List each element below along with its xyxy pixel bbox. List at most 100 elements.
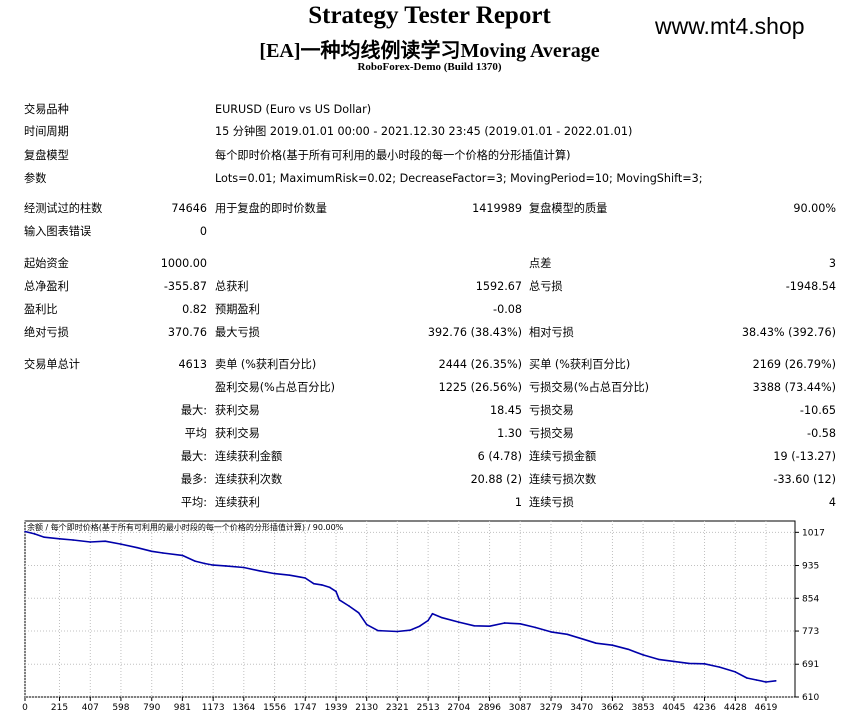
avg-win-label: 获利交易 (215, 427, 260, 440)
long-trades-value: 2169 (26.79%) (752, 358, 836, 371)
balance-point (224, 565, 227, 567)
max-cons-profit-label: 连续获利次数 (215, 473, 283, 486)
largest-win-label: 获利交易 (215, 404, 260, 417)
max-drawdown-label: 最大亏损 (215, 326, 260, 339)
balance-point (611, 644, 614, 647)
balance-point (734, 671, 737, 673)
balance-point (488, 625, 491, 627)
deposit-label: 起始资金 (24, 257, 69, 270)
avg-cons-loss-value: 4 (828, 496, 836, 509)
balance-point (181, 554, 184, 557)
y-tick-label: 854 (802, 594, 819, 604)
balance-point (718, 666, 721, 668)
x-tick-label: 3662 (601, 703, 624, 712)
total-trades-label: 交易单总计 (24, 358, 80, 371)
max-cons-profit-value: 20.88 (2) (470, 473, 522, 486)
bars-value: 74646 (171, 202, 207, 215)
gross-profit-value: 1592.67 (475, 280, 522, 293)
lose-trades-value: 3388 (73.44%) (752, 381, 836, 394)
win-trades-value: 1225 (26.56%) (438, 381, 522, 394)
balance-point (348, 605, 350, 607)
avg-loss-label: 亏损交易 (529, 427, 574, 440)
balance-point (120, 543, 122, 545)
x-tick-label: 1556 (263, 703, 286, 712)
balance-point (627, 648, 629, 651)
chart-caption: 余额 / 每个即时价格(基于所有可利用的最小时段的每一个价格的分形插值计算) /… (27, 522, 344, 532)
balance-point (357, 612, 360, 614)
balance-point (104, 540, 107, 543)
x-tick-label: 4236 (693, 703, 716, 712)
x-tick-label: 2130 (355, 703, 378, 712)
balance-point (580, 637, 583, 640)
rel-drawdown-value: 38.43% (392.76) (741, 326, 836, 339)
model-value: 每个即时价格(基于所有可利用的最小时段的每一个价格的分形插值计算) (215, 149, 571, 162)
balance-point (595, 642, 597, 644)
short-trades-label: 卖单 (%获利百分比) (215, 358, 317, 371)
x-tick-label: 2704 (447, 703, 470, 712)
balance-point (765, 681, 767, 683)
gross-loss-label: 总亏损 (529, 280, 563, 293)
max-drawdown-value: 392.76 (38.43%) (427, 326, 522, 339)
total-trades-value: 4613 (178, 358, 207, 371)
largest-loss-label: 亏损交易 (529, 404, 574, 417)
x-tick-label: 3470 (570, 703, 593, 712)
balance-point (642, 654, 644, 656)
balance-point (657, 658, 660, 661)
balance-point (312, 582, 315, 585)
balance-point (703, 663, 706, 665)
x-tick-label: 1173 (202, 703, 225, 712)
x-tick-label: 4428 (724, 703, 747, 712)
symbol-value: EURUSD (Euro vs US Dollar) (215, 103, 372, 116)
max-cons-loss-value: 19 (-13.27) (773, 450, 836, 463)
balance-point (746, 677, 748, 679)
balance-line (24, 530, 776, 683)
balance-point (212, 564, 214, 566)
x-tick-label: 1364 (232, 703, 255, 712)
short-trades-value: 2444 (26.35%) (438, 358, 522, 371)
balance-point (258, 569, 261, 572)
x-tick-label: 981 (174, 703, 191, 712)
x-tick-label: 2513 (417, 703, 440, 712)
avg-win-value: 1.30 (497, 427, 522, 440)
avg-cons-win-value: 1 (514, 496, 522, 509)
y-tick-label: 610 (802, 693, 819, 703)
ticks-value: 1419989 (472, 202, 522, 215)
balance-point (755, 679, 758, 681)
balance-point (72, 539, 74, 541)
balance-point (377, 629, 379, 632)
x-tick-label: 0 (22, 703, 28, 712)
quality-value: 90.00% (793, 202, 836, 215)
bars-label: 经测试过的柱数 (24, 202, 103, 215)
max-cons-win-value: 6 (4.78) (477, 450, 522, 463)
balance-chart: 0 215 407 598 790 981 1173 1364 1556 1747 1939 2130… (22, 520, 825, 712)
x-tick-label: 3853 (632, 703, 655, 712)
long-trades-label: 买单 (%获利百分比) (529, 358, 631, 371)
balance-point (338, 599, 341, 601)
average-prefix: 平均 (184, 427, 207, 440)
x-tick-label: 407 (82, 703, 99, 712)
maximal-prefix: 最多: (180, 473, 207, 486)
y-tick-label: 691 (802, 660, 819, 670)
largest-loss-value: -10.65 (799, 404, 836, 417)
site-watermark[interactable]: www.mt4.shop (655, 13, 805, 39)
y-tick-label: 935 (802, 562, 819, 572)
balance-point (304, 577, 307, 579)
balance-point (328, 586, 331, 589)
balance-point (24, 530, 26, 533)
gross-loss-value: -1948.54 (785, 280, 836, 293)
balance-point (288, 574, 291, 577)
balance-point (365, 623, 368, 626)
balance-point (441, 616, 443, 619)
balance-point (473, 624, 475, 627)
balance-point (688, 662, 690, 665)
balance-point (396, 630, 399, 633)
balance-point (320, 584, 323, 586)
build-info: RoboForex-Demo (Build 1370) (357, 61, 502, 73)
spread-label: 点差 (529, 257, 552, 270)
balance-point (150, 550, 153, 553)
x-tick-label: 2896 (478, 703, 501, 712)
balance-point (409, 629, 411, 632)
avg-cons-win-label: 连续获利 (215, 496, 260, 509)
win-trades-label: 盈利交易(%占总百分比) (215, 381, 336, 394)
spread-value: 3 (828, 257, 836, 270)
